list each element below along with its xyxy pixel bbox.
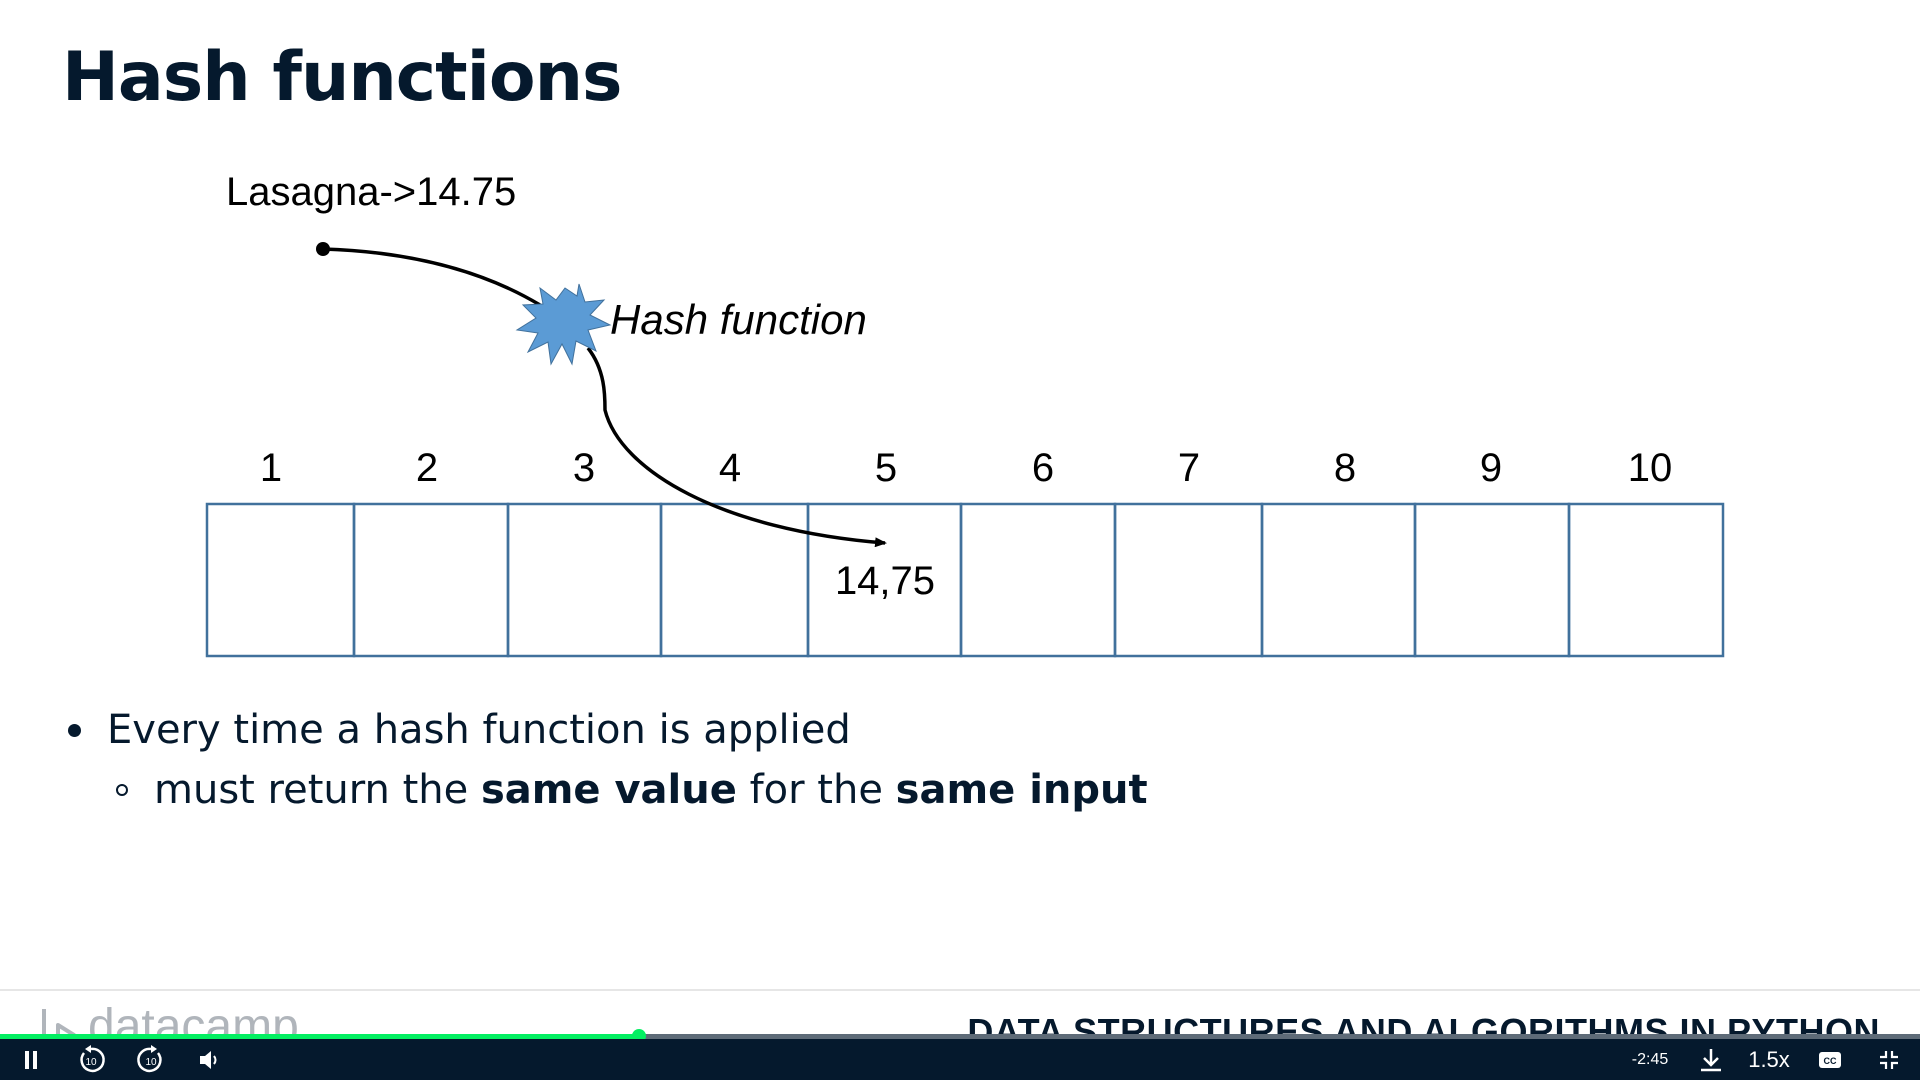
progress-fill [0, 1034, 640, 1039]
hash-diagram: Lasagna->14.75 1 2 3 4 5 6 7 8 9 10 [205, 170, 1725, 658]
svg-text:CC: CC [1824, 1056, 1837, 1066]
hash-slot [1113, 502, 1264, 658]
slot-number: 5 [875, 446, 897, 490]
download-button[interactable] [1694, 1039, 1728, 1080]
slot-number: 3 [573, 446, 595, 490]
hash-slot [1260, 502, 1417, 658]
pause-icon [25, 1050, 37, 1069]
time-remaining: -2:45 [1631, 1050, 1669, 1068]
slot-number: 4 [719, 446, 741, 490]
sub-bullet-text: must return the same value for the same … [154, 767, 1148, 813]
slide: Hash functions Lasagna->14.75 1 2 3 4 5 … [62, 38, 1725, 820]
bullet-dot-icon [68, 723, 81, 737]
slot-number: 9 [1480, 446, 1502, 490]
slot-number: 1 [260, 446, 282, 490]
bullet-list: Every time a hash function is applied mu… [68, 700, 1148, 820]
slot-number: 6 [1032, 446, 1054, 490]
captions-button[interactable]: CC [1814, 1039, 1846, 1080]
bullet-text: Every time a hash function is applied [107, 707, 851, 753]
forward-button[interactable]: 10 [134, 1039, 168, 1080]
footer-divider [0, 989, 1920, 991]
playback-speed-button[interactable]: 1.5x [1748, 1046, 1790, 1072]
hash-table [205, 502, 1725, 658]
rewind-button[interactable]: 10 [74, 1039, 108, 1080]
sub-bullet-part: for the [736, 767, 896, 813]
slot-number: 8 [1334, 446, 1356, 490]
captions-icon: CC [1819, 1051, 1841, 1068]
hash-slot [1413, 502, 1571, 658]
download-icon [1701, 1048, 1721, 1071]
volume-icon [200, 1050, 217, 1069]
brand-name: datacamp [88, 1000, 299, 1037]
hash-slot [352, 502, 510, 658]
brand-logo: datacamp [40, 1003, 299, 1036]
sub-bullet-bold: same value [480, 767, 737, 813]
hash-slot [506, 502, 663, 658]
pause-button[interactable] [18, 1039, 44, 1080]
volume-button[interactable] [196, 1039, 224, 1080]
forward-seconds: 10 [145, 1057, 157, 1068]
bullet-item: Every time a hash function is applied [68, 700, 1148, 760]
hash-path-out [586, 346, 887, 548]
hash-path-in [322, 247, 541, 307]
exit-fullscreen-icon [1880, 1050, 1898, 1069]
player-controls: 10 10 -2:45 1.5x CC [0, 1039, 1920, 1080]
rewind-10-icon: 10 [80, 1044, 105, 1072]
sub-bullet-part: must return the [154, 767, 481, 813]
sub-bullet-circle-icon [116, 784, 128, 796]
slot-number: 10 [1628, 446, 1673, 490]
slide-title: Hash functions [62, 38, 622, 117]
hash-function-label: Hash function [610, 296, 867, 343]
slot-number: 7 [1178, 446, 1200, 490]
sub-bullet-bold: same input [895, 767, 1148, 813]
datacamp-logo-icon [42, 1009, 76, 1036]
input-label: Lasagna->14.75 [226, 170, 516, 214]
hash-slot [1567, 502, 1725, 658]
exit-fullscreen-button[interactable] [1874, 1039, 1904, 1080]
course-title: DATA STRUCTURES AND ALGORITHMS IN PYTHON [967, 1011, 1880, 1036]
hash-slot [205, 502, 356, 658]
slot-numbers: 1 2 3 4 5 6 7 8 9 10 [260, 446, 1672, 490]
hash-slot [959, 502, 1117, 658]
rewind-seconds: 10 [85, 1057, 97, 1068]
stored-value: 14,75 [835, 559, 935, 603]
hash-starburst-icon [515, 283, 612, 366]
forward-10-icon: 10 [137, 1044, 162, 1072]
sub-bullet-item: must return the same value for the same … [68, 760, 1148, 820]
slide-footer: datacamp DATA STRUCTURES AND ALGORITHMS … [0, 991, 1920, 1036]
slot-number: 2 [416, 446, 438, 490]
